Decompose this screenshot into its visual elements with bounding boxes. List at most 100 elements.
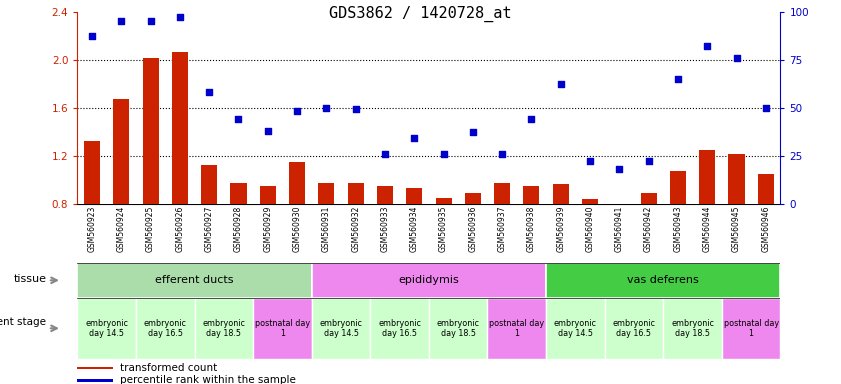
Bar <box>488 298 546 359</box>
Bar <box>77 379 113 382</box>
Bar <box>553 184 569 204</box>
Text: postnatal day
1: postnatal day 1 <box>255 319 310 338</box>
Text: GSM560933: GSM560933 <box>380 205 389 252</box>
Point <box>378 151 392 157</box>
Text: GSM560927: GSM560927 <box>204 205 214 252</box>
Bar <box>289 162 305 204</box>
Point <box>173 14 187 20</box>
Point <box>408 135 421 141</box>
Text: percentile rank within the sample: percentile rank within the sample <box>119 375 295 384</box>
Point <box>701 43 714 49</box>
Text: epididymis: epididymis <box>399 275 459 285</box>
Bar <box>495 183 510 204</box>
Bar <box>312 263 546 298</box>
Bar <box>546 298 605 359</box>
Text: embryonic
day 16.5: embryonic day 16.5 <box>612 319 655 338</box>
Text: embryonic
day 16.5: embryonic day 16.5 <box>144 319 187 338</box>
Text: embryonic
day 16.5: embryonic day 16.5 <box>378 319 421 338</box>
Text: GSM560925: GSM560925 <box>146 205 155 252</box>
Bar <box>143 58 159 204</box>
Bar <box>77 263 312 298</box>
Text: postnatal day
1: postnatal day 1 <box>723 319 779 338</box>
Point <box>730 55 743 61</box>
Bar <box>84 141 100 204</box>
Point <box>612 166 626 172</box>
Point <box>436 151 450 157</box>
Text: GSM560928: GSM560928 <box>234 205 243 252</box>
Point <box>261 127 274 134</box>
Bar <box>230 183 246 204</box>
Bar <box>641 193 657 204</box>
Bar <box>664 298 722 359</box>
Text: GSM560941: GSM560941 <box>615 205 624 252</box>
Bar <box>582 199 598 204</box>
Point <box>525 116 538 122</box>
Text: GSM560938: GSM560938 <box>527 205 536 252</box>
Bar <box>377 185 393 204</box>
Bar <box>77 298 136 359</box>
Text: GSM560935: GSM560935 <box>439 205 448 252</box>
Bar <box>722 298 780 359</box>
Text: embryonic
day 18.5: embryonic day 18.5 <box>203 319 246 338</box>
Bar <box>370 298 429 359</box>
Point <box>466 129 479 136</box>
Bar <box>728 154 744 204</box>
Bar <box>546 263 780 298</box>
Point <box>144 18 157 24</box>
Bar <box>312 298 370 359</box>
Bar <box>465 193 481 204</box>
Text: GSM560937: GSM560937 <box>498 205 506 252</box>
Bar <box>406 188 422 204</box>
Point <box>114 18 128 24</box>
Text: embryonic
day 14.5: embryonic day 14.5 <box>320 319 362 338</box>
Text: GSM560923: GSM560923 <box>87 205 97 252</box>
Bar <box>114 99 130 204</box>
Text: GSM560930: GSM560930 <box>293 205 302 252</box>
Point <box>671 76 685 82</box>
Text: development stage: development stage <box>0 317 46 327</box>
Text: GSM560943: GSM560943 <box>674 205 682 252</box>
Bar <box>319 183 335 204</box>
Bar <box>194 298 253 359</box>
Text: postnatal day
1: postnatal day 1 <box>489 319 544 338</box>
Text: GSM560936: GSM560936 <box>468 205 478 252</box>
Text: GSM560924: GSM560924 <box>117 205 126 252</box>
Text: GSM560946: GSM560946 <box>761 205 770 252</box>
Text: vas deferens: vas deferens <box>627 275 699 285</box>
Point <box>203 89 216 95</box>
Text: embryonic
day 18.5: embryonic day 18.5 <box>436 319 479 338</box>
Point <box>85 33 98 40</box>
Bar <box>436 197 452 204</box>
Point <box>642 158 655 164</box>
Text: GDS3862 / 1420728_at: GDS3862 / 1420728_at <box>329 6 512 22</box>
Text: embryonic
day 14.5: embryonic day 14.5 <box>554 319 597 338</box>
Text: GSM560934: GSM560934 <box>410 205 419 252</box>
Point <box>232 116 246 122</box>
Bar <box>172 52 188 204</box>
Bar <box>77 366 113 369</box>
Bar <box>201 165 217 204</box>
Point <box>349 106 362 113</box>
Text: GSM560945: GSM560945 <box>732 205 741 252</box>
Text: transformed count: transformed count <box>119 363 217 373</box>
Text: GSM560939: GSM560939 <box>556 205 565 252</box>
Point <box>320 104 333 111</box>
Bar <box>523 185 539 204</box>
Text: GSM560944: GSM560944 <box>703 205 711 252</box>
Bar <box>253 298 312 359</box>
Text: GSM560929: GSM560929 <box>263 205 272 252</box>
Bar <box>347 183 363 204</box>
Text: GSM560931: GSM560931 <box>322 205 331 252</box>
Text: GSM560926: GSM560926 <box>176 205 184 252</box>
Point <box>584 158 597 164</box>
Text: tissue: tissue <box>13 273 46 284</box>
Bar <box>699 149 715 204</box>
Bar <box>136 298 194 359</box>
Text: GSM560940: GSM560940 <box>585 205 595 252</box>
Point <box>759 104 773 111</box>
Point <box>495 151 509 157</box>
Text: embryonic
day 14.5: embryonic day 14.5 <box>85 319 128 338</box>
Bar <box>670 171 686 204</box>
Bar <box>605 298 664 359</box>
Point <box>290 108 304 114</box>
